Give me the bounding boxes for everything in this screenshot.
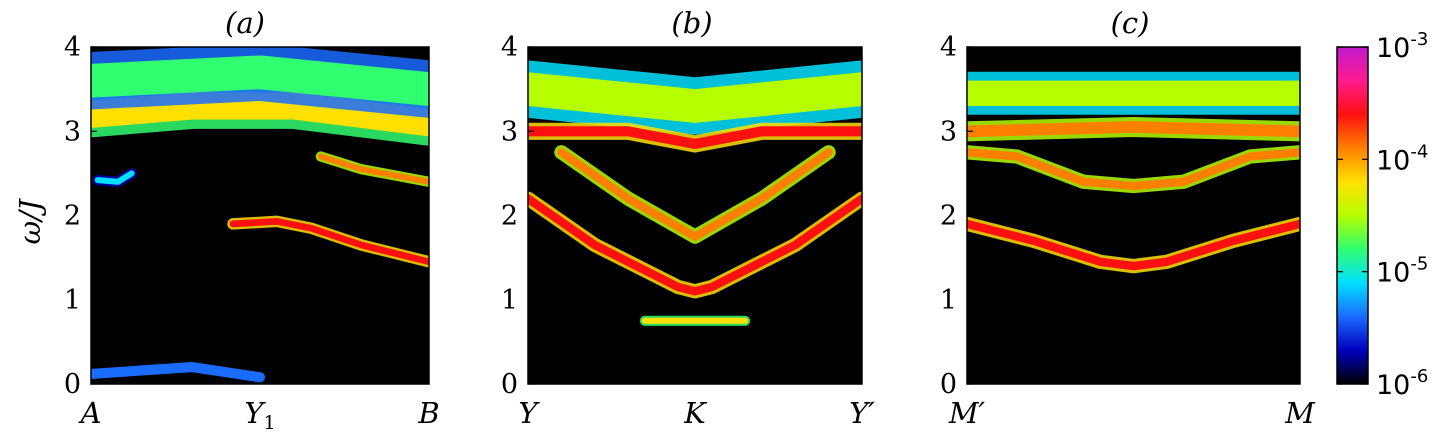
y-tick-label: 0 [940,369,957,400]
band [317,153,429,185]
y-tick-label: 0 [64,369,81,400]
panel-a-y-ticks: 0 1 2 3 4 [64,32,97,400]
panel-c-title: (c) [1111,6,1150,40]
y-tick-label: 2 [64,201,81,232]
band [967,219,1300,271]
panel-b-x-ticks: Y K Y′ [518,396,875,430]
colorbar-gradient [1337,47,1368,384]
colorbar-tick-label: 10-4 [1376,141,1428,176]
band [91,362,266,383]
x-tick-label: M′ [948,396,986,430]
y-tick-label: 3 [64,116,81,147]
y-tick-label: 3 [501,116,518,147]
panel-b: (b) 0 1 2 3 4 Y K Y′ [501,6,875,430]
colorbar-tick-label: 10-6 [1376,366,1428,401]
x-tick-label: K [683,396,708,430]
colorbar-frame [1336,46,1369,385]
y-tick-label: 0 [501,369,518,400]
panel-a-title: (a) [225,6,265,40]
x-tick-label: Y′ [849,396,875,430]
band [967,121,1300,138]
panel-b-y-ticks: 0 1 2 3 4 [501,32,534,400]
y-tick-label: 1 [64,285,81,316]
band [94,170,135,185]
band [91,55,429,106]
x-tick-label: B [417,396,439,430]
panel-a-x-ticks: A Y1 B [78,396,440,434]
x-tick-label: A [78,396,102,430]
panel-c: (c) 0 1 2 3 4 M′ M [940,6,1316,430]
y-tick-label: 2 [940,201,957,232]
panel-c-y-ticks: 0 1 2 3 4 [940,32,973,400]
y-tick-label: 4 [64,32,81,63]
panel-a: (a) 0 1 2 3 4 A Y1 B ω/J [13,6,440,434]
y-tick-label: 1 [501,285,518,316]
y-axis-label: ω/J [13,198,47,244]
y-tick-label: 1 [940,285,957,316]
band [528,126,862,149]
y-tick-label: 2 [501,201,518,232]
x-tick-label: Y [518,396,540,430]
y-tick-label: 4 [501,32,518,63]
colorbar-tick-label: 10-5 [1376,254,1428,289]
band [528,194,862,296]
colorbar-tick-label: 10-3 [1376,29,1428,64]
band [967,148,1300,191]
x-tick-label: M [1284,396,1316,430]
panel-c-x-ticks: M′ M [948,396,1316,430]
y-tick-label: 3 [940,116,957,147]
colorbar-ticks: 10-3 10-4 10-5 10-6 [1337,29,1428,401]
panel-a-bands [91,47,429,384]
panel-c-bands [967,71,1300,274]
band [91,92,429,137]
x-tick-label: Y1 [244,396,275,434]
band [557,148,833,241]
band [229,218,429,266]
y-tick-label: 4 [940,32,957,63]
colorbar: 10-3 10-4 10-5 10-6 [1336,29,1428,401]
panel-b-title: (b) [671,6,712,40]
band [528,72,862,123]
panel-b-bands [528,60,862,326]
